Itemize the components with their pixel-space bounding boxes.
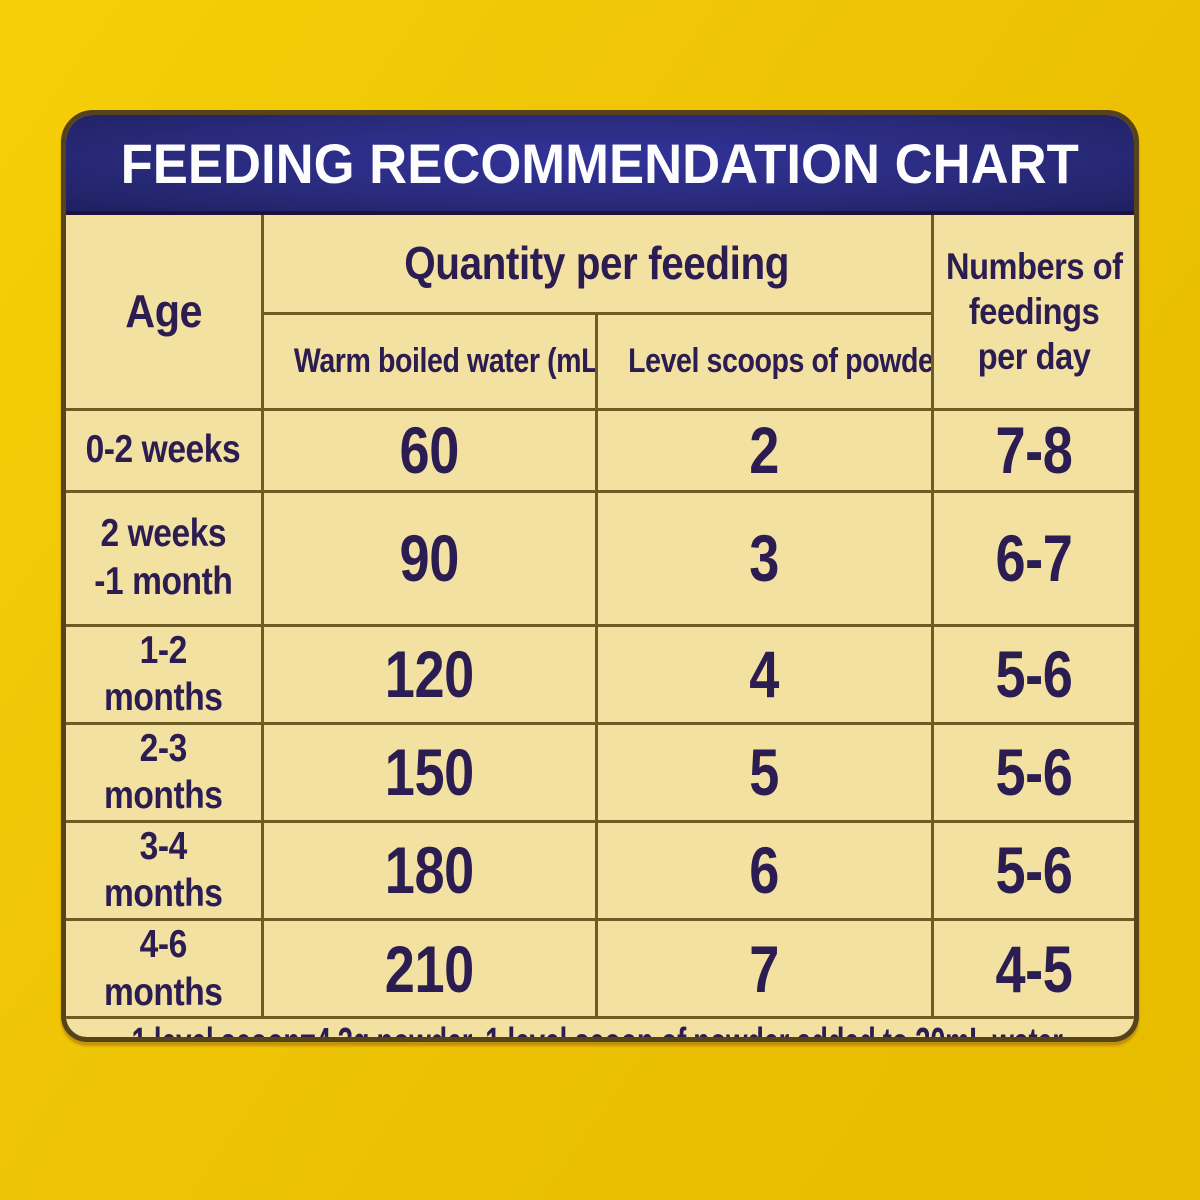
scoops-cell: 7 — [594, 917, 934, 1020]
age-column-header: Age — [66, 215, 264, 411]
feedings-cell: 6-7 — [930, 489, 1134, 627]
age-cell: 2 weeks -1 month — [66, 489, 264, 627]
scoops-cell: 3 — [594, 489, 934, 627]
table-row: 2 weeks -1 month 90 3 6-7 — [66, 489, 1134, 627]
feedings-cell: 7-8 — [930, 407, 1134, 493]
water-cell: 180 — [260, 819, 598, 921]
age-cell: 3-4 months — [66, 819, 264, 921]
table-row: 4-6 months 210 7 4-5 — [66, 917, 1134, 1020]
age-cell: 2-3 months — [66, 721, 264, 823]
water-cell: 210 — [260, 917, 598, 1020]
quantity-group-header: Quantity per feeding — [260, 215, 934, 315]
age-cell: 4-6 months — [66, 917, 264, 1020]
water-cell: 60 — [260, 407, 598, 493]
feeding-table-header: Age Quantity per feeding Numbers of feed… — [66, 215, 1134, 411]
water-cell: 90 — [260, 489, 598, 627]
scoops-column-header: Level scoops of powder — [594, 311, 933, 411]
feedings-cell: 4-5 — [930, 917, 1134, 1020]
feeding-table: Age Quantity per feeding Numbers of feed… — [66, 215, 1134, 1020]
water-column-header-label: Warm boiled water (mL) — [293, 341, 596, 380]
table-row: 3-4 months 180 6 5-6 — [66, 819, 1134, 921]
feedings-cell: 5-6 — [930, 819, 1134, 921]
chart-title-band: FEEDING RECOMMENDATION CHART — [66, 115, 1134, 215]
age-column-header-label: Age — [124, 285, 202, 338]
footnote-text: 1 level scoop=4.3g powder, 1 level scoop… — [132, 1019, 1069, 1037]
feedings-header-line-2: feedings — [968, 290, 1100, 332]
age-cell: 0-2 weeks — [66, 407, 264, 493]
feeding-table-body: 0-2 weeks 60 2 7-8 2 weeks -1 month 90 — [66, 407, 1134, 1020]
scoops-column-header-label: Level scoops of powder — [627, 341, 933, 380]
feedings-header-line-3: per day — [977, 335, 1091, 377]
table-row: 1-2 months 120 4 5-6 — [66, 623, 1134, 725]
scoops-cell: 6 — [594, 819, 934, 921]
water-cell: 150 — [260, 721, 598, 823]
feeding-chart-card: FEEDING RECOMMENDATION CHART Age Quantit… — [61, 110, 1139, 1042]
scoops-cell: 5 — [594, 721, 934, 823]
table-row: 2-3 months 150 5 5-6 — [66, 721, 1134, 823]
feedings-cell: 5-6 — [930, 721, 1134, 823]
table-row: 0-2 weeks 60 2 7-8 — [66, 407, 1134, 493]
water-column-header: Warm boiled water (mL) — [262, 311, 598, 411]
age-cell: 1-2 months — [66, 623, 264, 725]
water-cell: 120 — [260, 623, 598, 725]
feedings-header-line-1: Numbers of — [945, 245, 1123, 287]
feedings-column-header: Numbers of feedings per day — [930, 215, 1134, 411]
chart-title: FEEDING RECOMMENDATION CHART — [120, 131, 1080, 195]
quantity-group-header-label: Quantity per feeding — [404, 237, 790, 290]
scoops-cell: 4 — [594, 623, 934, 725]
scoops-cell: 2 — [594, 407, 934, 493]
feedings-cell: 5-6 — [930, 623, 1134, 725]
footnote-area: 1 level scoop=4.3g powder, 1 level scoop… — [66, 1019, 1134, 1037]
